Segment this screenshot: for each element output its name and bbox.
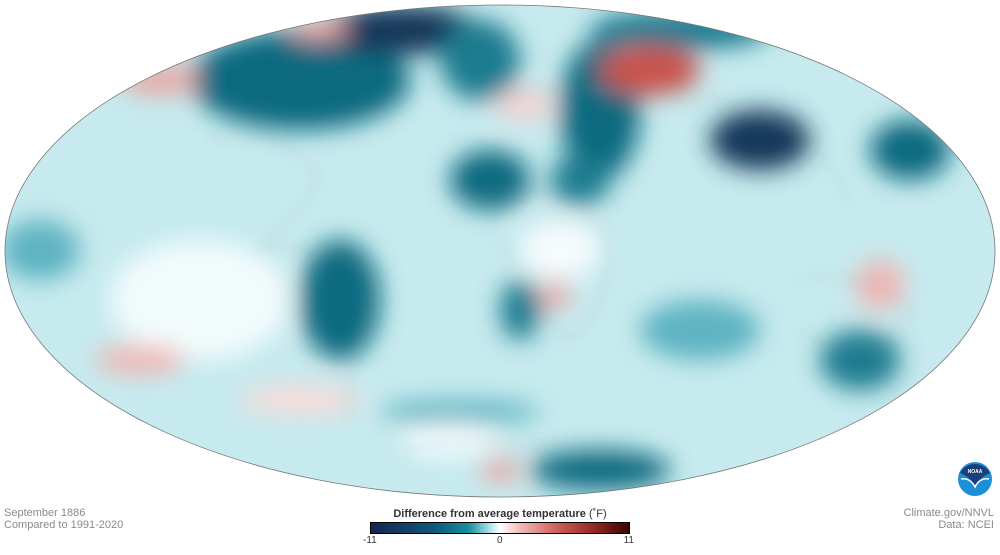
legend-title-text: Difference from average temperature xyxy=(393,508,586,520)
date-label: September 1886 xyxy=(4,507,86,519)
legend-mid: 0 xyxy=(497,535,503,546)
color-legend: Difference from average temperature (˚F)… xyxy=(363,508,634,546)
noaa-logo: NOAA xyxy=(958,462,992,496)
source-credit: Climate.gov/NNVL xyxy=(903,507,994,519)
noaa-logo-text: NOAA xyxy=(968,469,983,475)
baseline-label: Compared to 1991-2020 xyxy=(4,519,124,531)
legend-unit: (˚F) xyxy=(588,508,607,520)
anomaly-field xyxy=(5,5,950,490)
legend-min: -11 xyxy=(363,535,377,546)
credits: Climate.gov/NNVL Data: NCEI xyxy=(904,507,994,531)
temperature-anomaly-map xyxy=(4,4,996,498)
globe-outline xyxy=(4,4,996,498)
color-scale-bar xyxy=(370,522,630,534)
legend-max: 11 xyxy=(623,535,634,546)
coastlines xyxy=(209,87,911,461)
data-credit: Data: NCEI xyxy=(938,519,994,531)
map-caption: September 1886 Compared to 1991-2020 xyxy=(4,507,123,531)
legend-title: Difference from average temperature (˚F) xyxy=(370,508,630,520)
